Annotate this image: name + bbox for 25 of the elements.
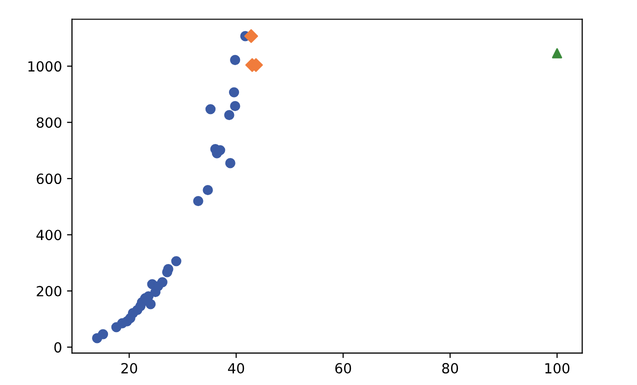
y-tick-label: 0 [54,342,62,353]
point [230,100,240,112]
point [98,329,108,340]
point [146,299,156,310]
point [552,48,562,58]
point [193,196,204,206]
point [202,184,213,196]
x-tick-label: 100 [545,363,570,374]
x-tick-label: 40 [228,363,244,374]
point [224,110,234,120]
point [228,87,240,98]
x-tick-label: 20 [121,363,138,374]
y-tick-label: 800 [36,117,62,128]
y-tick-label: 1000 [28,61,62,72]
point [205,104,216,114]
point [157,277,168,288]
y-tick-label: 400 [36,230,62,240]
y-tick-label: 600 [36,174,62,184]
point [230,54,240,66]
y-tick-label: 200 [36,286,62,296]
point [225,158,236,168]
point [171,256,182,266]
x-tick-label: 60 [335,363,352,374]
point [244,29,258,44]
x-tick-label: 80 [442,363,458,374]
